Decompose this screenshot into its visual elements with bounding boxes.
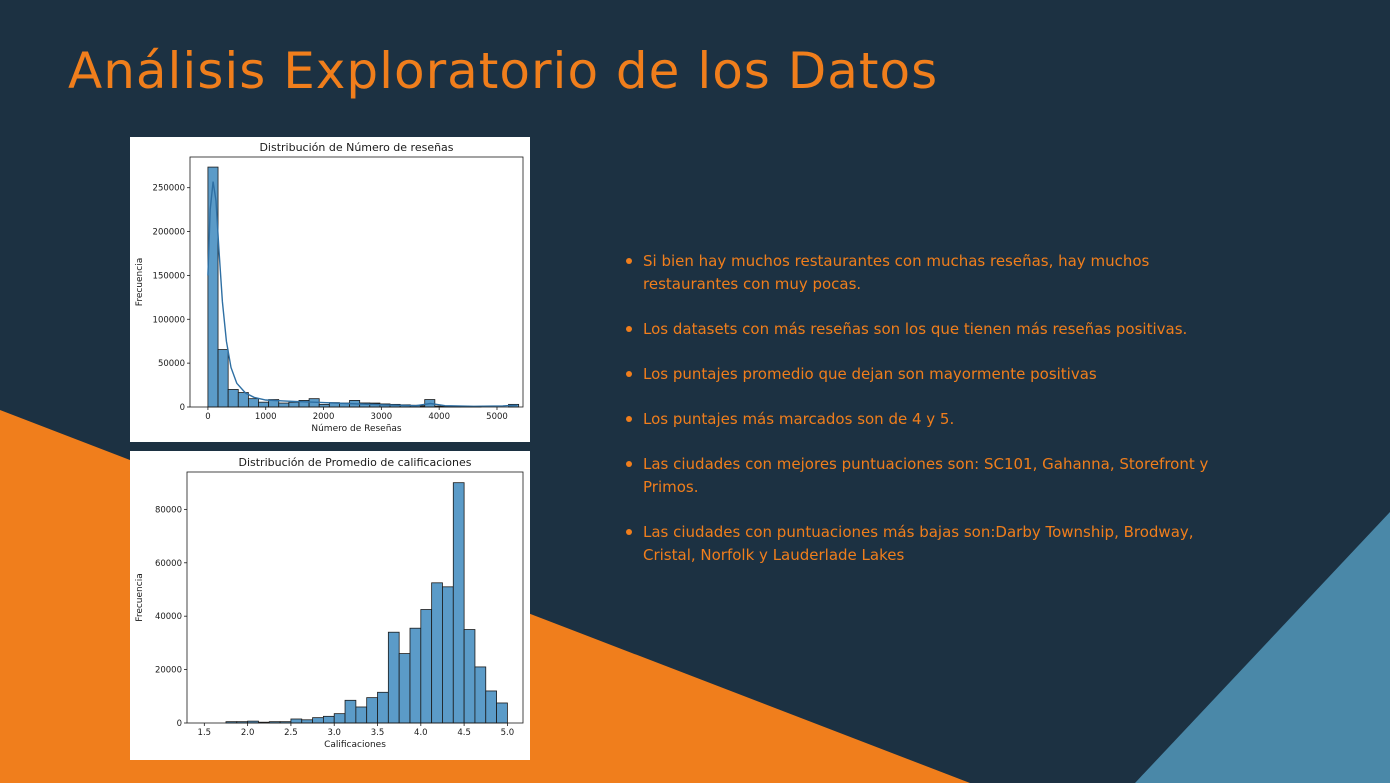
histogram-bar	[301, 719, 313, 724]
y-tick-label: 0	[180, 403, 185, 413]
histogram-bar	[366, 697, 378, 724]
histogram-bar	[452, 482, 465, 724]
histogram-bar	[431, 582, 443, 724]
y-tick-label: 60000	[155, 559, 182, 569]
plot-frame	[189, 156, 524, 408]
histogram-review-count-plot: Distribución de Número de reseñas 0 1000 20…	[135, 141, 524, 434]
histogram-bar	[333, 713, 346, 724]
x-axis-label: Número de Reseñas	[311, 424, 402, 434]
x-tick-label: 5000	[486, 412, 508, 422]
histogram-bar	[237, 392, 249, 408]
histogram-bar	[322, 715, 335, 724]
histogram-bar	[290, 718, 303, 724]
finding-item: Los datasets con más reseñas son los que…	[625, 318, 1225, 341]
histogram-bar	[387, 631, 400, 724]
y-tick-label: 20000	[155, 666, 182, 676]
histogram-bar	[377, 691, 389, 724]
y-tick-label: 50000	[158, 359, 185, 369]
x-tick-label: 4.5	[457, 728, 471, 738]
histogram-bar	[474, 666, 487, 724]
histogram-bar	[485, 690, 497, 724]
finding-item: Las ciudades con mejores puntuaciones so…	[625, 453, 1225, 499]
histogram-average-rating: Distribución de Promedio de calificacion…	[130, 451, 530, 760]
finding-item: Los puntajes más marcados son de 4 y 5.	[625, 408, 1225, 431]
finding-item: Si bien hay muchos restaurantes con much…	[625, 250, 1225, 296]
x-tick-label: 2000	[313, 412, 335, 422]
histogram-review-count: Distribución de Número de reseñas 0 1000 20…	[130, 137, 530, 442]
blue-triangle	[1135, 512, 1390, 783]
histogram-bar	[355, 706, 368, 724]
y-tick-label: 200000	[153, 228, 185, 238]
histogram-bar	[247, 398, 259, 408]
plot-frame	[186, 471, 524, 724]
y-tick-label: 150000	[153, 271, 185, 281]
chart-title: Distribución de Número de reseñas	[259, 141, 453, 154]
histogram-bar	[496, 702, 508, 724]
chart-title: Distribución de Promedio de calificacion…	[238, 456, 471, 469]
x-tick-label: 3000	[371, 412, 393, 422]
histogram-average-rating-plot: Distribución de Promedio de calificacion…	[135, 456, 524, 750]
histogram-bar	[442, 586, 454, 724]
histogram-bar	[398, 653, 411, 724]
x-tick-label: 2.0	[241, 728, 255, 738]
y-axis-label: Frecuencia	[135, 258, 145, 306]
y-tick-label: 80000	[155, 505, 182, 515]
histogram-bar	[258, 401, 270, 408]
x-tick-label: 3.5	[371, 728, 385, 738]
finding-item: Los puntajes promedio que dejan son mayo…	[625, 363, 1225, 386]
x-tick-label: 2.5	[284, 728, 298, 738]
histogram-bar	[217, 349, 229, 408]
histogram-bar	[409, 627, 422, 724]
x-tick-label: 4.0	[414, 728, 428, 738]
page-title: Análisis Exploratorio de los Datos	[68, 42, 939, 100]
histogram-bar	[278, 402, 290, 408]
histogram-bar	[344, 699, 357, 724]
kde-line	[207, 181, 518, 408]
y-tick-label: 40000	[155, 612, 182, 622]
x-tick-label: 0	[205, 412, 210, 422]
histogram-bar	[227, 389, 239, 408]
y-tick-label: 250000	[153, 184, 185, 194]
histogram-bar	[463, 629, 476, 724]
x-tick-label: 4000	[428, 412, 450, 422]
x-tick-label: 5.0	[501, 728, 515, 738]
y-tick-label: 100000	[153, 315, 185, 325]
finding-item: Las ciudades con puntuaciones más bajas …	[625, 521, 1225, 567]
histogram-bar	[312, 717, 324, 724]
y-axis-label: Frecuencia	[135, 573, 145, 621]
histogram-bar	[288, 401, 300, 408]
x-tick-label: 1.5	[198, 728, 212, 738]
histogram-bar	[420, 609, 433, 724]
y-tick-label: 0	[177, 719, 182, 729]
findings-list: Si bien hay muchos restaurantes con much…	[625, 250, 1225, 589]
x-tick-label: 3.0	[327, 728, 341, 738]
x-tick-label: 1000	[255, 412, 277, 422]
x-axis-label: Calificaciones	[324, 740, 386, 750]
